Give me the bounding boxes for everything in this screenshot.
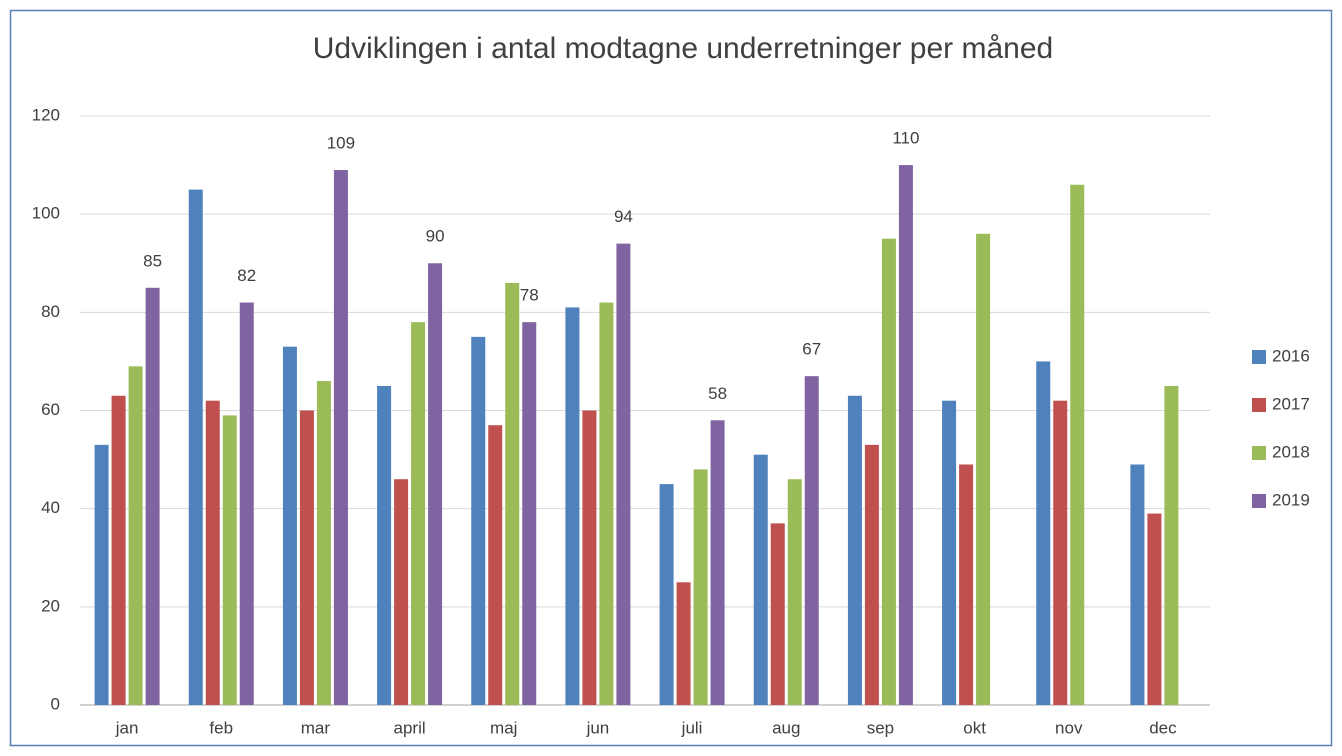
bar	[804, 376, 819, 705]
data-label: 67	[802, 340, 821, 359]
y-tick-label: 100	[32, 204, 60, 223]
legend-swatch	[1252, 398, 1266, 412]
y-tick-label: 80	[41, 302, 60, 321]
bar	[1053, 400, 1068, 705]
data-label: 90	[426, 227, 445, 246]
legend-label: 2016	[1272, 346, 1310, 365]
bar	[505, 282, 520, 705]
bar	[377, 385, 392, 705]
legend-swatch	[1252, 494, 1266, 508]
bar	[942, 400, 957, 705]
bar	[1130, 464, 1145, 705]
data-label: 85	[143, 251, 162, 270]
bar	[753, 454, 768, 705]
bar	[710, 420, 725, 705]
y-tick-label: 20	[41, 596, 60, 615]
x-tick-label: okt	[963, 718, 986, 737]
bar	[488, 425, 503, 705]
x-tick-label: feb	[209, 718, 233, 737]
y-tick-label: 120	[32, 105, 60, 124]
x-tick-label: dec	[1149, 718, 1177, 737]
legend-label: 2019	[1272, 490, 1310, 509]
bar	[616, 243, 631, 705]
y-tick-label: 40	[41, 498, 60, 517]
bar	[898, 165, 913, 706]
bar	[976, 233, 991, 706]
bar	[1164, 385, 1179, 705]
bar	[282, 346, 297, 705]
bar	[333, 169, 348, 705]
bar	[881, 238, 896, 706]
bar	[411, 322, 426, 705]
bar	[145, 287, 160, 705]
bar	[599, 302, 614, 705]
legend-swatch	[1252, 350, 1266, 364]
y-tick-label: 0	[51, 694, 60, 713]
bar	[959, 464, 974, 705]
bar	[316, 381, 331, 705]
bar	[659, 484, 674, 705]
x-tick-label: juli	[681, 718, 703, 737]
bar	[394, 479, 409, 705]
bar	[847, 395, 862, 705]
bar	[864, 444, 879, 705]
x-tick-label: jun	[586, 718, 610, 737]
chart-title: Udviklingen i antal modtagne underretnin…	[313, 32, 1053, 65]
bar	[94, 444, 109, 705]
bar	[205, 400, 220, 705]
bar	[1147, 513, 1162, 705]
bar	[676, 582, 691, 705]
y-tick-label: 60	[41, 400, 60, 419]
x-tick-label: maj	[490, 718, 517, 737]
bar	[770, 523, 785, 705]
data-label: 109	[327, 133, 355, 152]
bar	[1070, 184, 1085, 705]
data-label: 58	[708, 384, 727, 403]
x-tick-label: nov	[1055, 718, 1083, 737]
bar	[1036, 361, 1051, 705]
bar	[239, 302, 254, 705]
data-label: 94	[614, 207, 633, 226]
x-tick-label: jan	[115, 718, 139, 737]
bar	[693, 469, 708, 705]
x-tick-label: april	[394, 718, 426, 737]
bar	[428, 263, 443, 705]
bar	[111, 395, 126, 705]
bar	[787, 479, 802, 705]
bar	[471, 336, 486, 705]
legend-label: 2017	[1272, 394, 1310, 413]
legend-label: 2018	[1272, 442, 1310, 461]
data-label: 110	[892, 129, 919, 148]
bar	[188, 189, 203, 705]
bar	[299, 410, 314, 705]
bar	[128, 366, 143, 705]
bar	[582, 410, 597, 705]
x-tick-label: sep	[867, 718, 894, 737]
bar	[222, 415, 237, 705]
data-label: 78	[520, 286, 539, 305]
x-tick-label: aug	[772, 718, 800, 737]
legend-swatch	[1252, 446, 1266, 460]
x-tick-label: mar	[301, 718, 331, 737]
data-label: 82	[237, 266, 256, 285]
bar	[565, 307, 580, 705]
bar	[522, 322, 537, 705]
